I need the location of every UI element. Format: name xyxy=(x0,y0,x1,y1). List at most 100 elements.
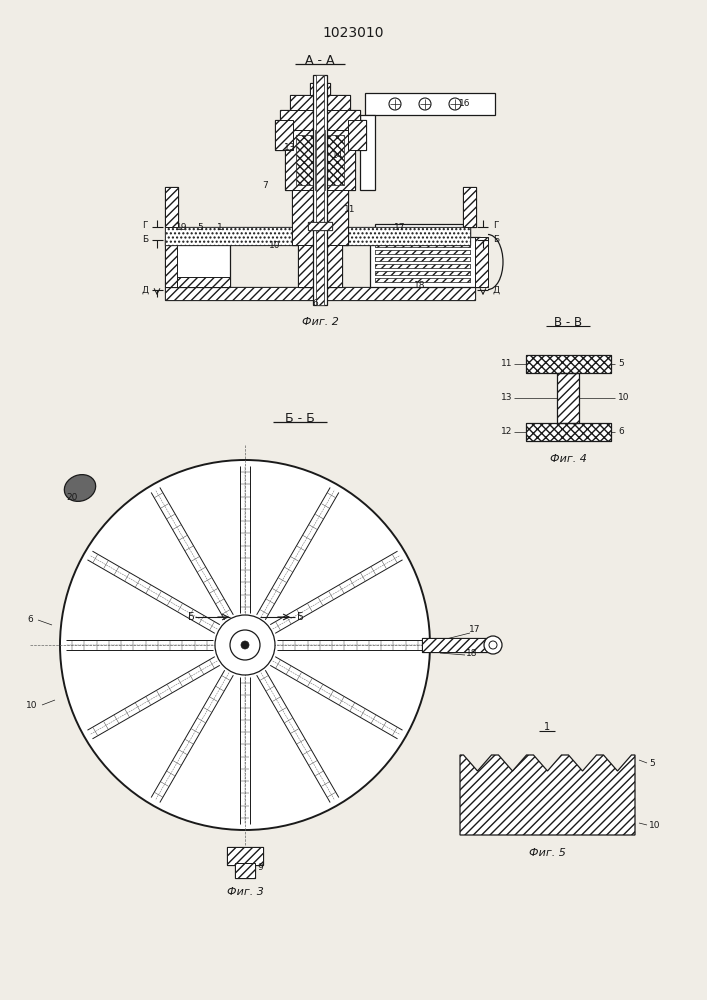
Text: 6: 6 xyxy=(618,428,624,436)
Text: Г: Г xyxy=(493,222,498,231)
Bar xyxy=(280,110,360,130)
Bar xyxy=(422,638,487,652)
Text: 20: 20 xyxy=(66,493,78,502)
Text: 9: 9 xyxy=(257,863,263,872)
Bar xyxy=(165,227,470,245)
Text: 5: 5 xyxy=(197,224,203,232)
Bar xyxy=(316,75,324,305)
Bar xyxy=(375,264,470,268)
Text: 7: 7 xyxy=(262,180,268,190)
Bar xyxy=(308,222,332,230)
Text: 6: 6 xyxy=(312,298,318,308)
Bar xyxy=(526,423,611,441)
Text: 17: 17 xyxy=(395,223,406,232)
Text: Г: Г xyxy=(142,222,148,231)
Bar xyxy=(292,190,348,245)
Bar xyxy=(227,847,263,865)
Bar xyxy=(165,287,475,300)
Bar xyxy=(308,222,332,230)
Bar xyxy=(526,355,611,373)
Bar xyxy=(375,250,470,254)
Circle shape xyxy=(449,98,461,110)
Text: 11: 11 xyxy=(501,360,512,368)
Bar xyxy=(275,120,293,150)
Circle shape xyxy=(230,630,260,660)
Bar xyxy=(375,257,470,261)
Bar xyxy=(375,278,470,282)
Text: 17: 17 xyxy=(469,624,481,634)
Text: 18: 18 xyxy=(414,280,426,290)
Text: Фиг. 5: Фиг. 5 xyxy=(529,848,566,858)
Bar xyxy=(324,135,344,185)
Text: 10: 10 xyxy=(26,700,37,710)
Text: Б: Б xyxy=(187,612,194,622)
Circle shape xyxy=(389,98,401,110)
Circle shape xyxy=(215,615,275,675)
Bar xyxy=(290,95,350,110)
Bar xyxy=(298,245,342,287)
Bar xyxy=(296,135,316,185)
Ellipse shape xyxy=(64,475,95,501)
Bar xyxy=(375,264,470,268)
Text: 5: 5 xyxy=(649,758,655,768)
Bar xyxy=(310,83,330,95)
Text: Б: Б xyxy=(297,612,303,622)
Text: 5: 5 xyxy=(618,360,624,368)
Circle shape xyxy=(419,98,431,110)
Bar xyxy=(463,187,476,227)
Circle shape xyxy=(489,641,497,649)
Bar xyxy=(165,239,177,287)
Bar xyxy=(375,271,470,275)
Text: 12: 12 xyxy=(501,428,512,436)
Circle shape xyxy=(484,636,502,654)
Bar xyxy=(348,120,366,150)
Bar xyxy=(313,75,327,305)
Text: Д: Д xyxy=(493,286,500,294)
Bar xyxy=(165,187,178,227)
Text: 1023010: 1023010 xyxy=(322,26,384,40)
Bar xyxy=(526,355,611,373)
Bar xyxy=(165,287,475,300)
Bar xyxy=(290,95,350,110)
Bar xyxy=(375,243,470,247)
Text: 14: 14 xyxy=(332,150,344,159)
Circle shape xyxy=(60,460,430,830)
Bar xyxy=(348,120,366,150)
Bar xyxy=(165,239,230,287)
Bar xyxy=(292,190,348,245)
Text: 13: 13 xyxy=(501,393,512,402)
Text: 13: 13 xyxy=(284,143,296,152)
Bar xyxy=(315,130,325,190)
Text: 1: 1 xyxy=(544,722,550,732)
Text: Б - Б: Б - Б xyxy=(285,412,315,424)
Text: А - А: А - А xyxy=(305,53,334,66)
Text: 10: 10 xyxy=(649,820,660,830)
Text: Фиг. 4: Фиг. 4 xyxy=(549,454,586,464)
Polygon shape xyxy=(460,755,635,835)
Bar xyxy=(310,83,330,95)
Text: Д: Д xyxy=(141,286,148,294)
Bar xyxy=(316,75,324,305)
Text: В - В: В - В xyxy=(554,316,582,328)
Bar xyxy=(375,243,470,247)
Bar xyxy=(375,271,470,275)
Text: 19: 19 xyxy=(176,224,188,232)
Text: Фиг. 2: Фиг. 2 xyxy=(302,317,339,327)
Bar xyxy=(557,373,579,423)
Bar xyxy=(365,93,495,115)
Bar xyxy=(375,278,470,282)
Bar xyxy=(360,115,375,190)
Text: 1: 1 xyxy=(217,224,223,232)
Bar xyxy=(285,130,355,190)
Circle shape xyxy=(241,641,249,649)
Bar xyxy=(370,237,480,287)
Text: 11: 11 xyxy=(344,206,356,215)
Bar xyxy=(375,250,470,254)
Bar xyxy=(526,423,611,441)
Text: 18: 18 xyxy=(466,648,478,658)
Bar xyxy=(375,257,470,261)
Text: Фиг. 3: Фиг. 3 xyxy=(226,887,264,897)
Bar xyxy=(177,277,230,287)
Bar xyxy=(275,120,293,150)
Bar xyxy=(463,187,476,227)
